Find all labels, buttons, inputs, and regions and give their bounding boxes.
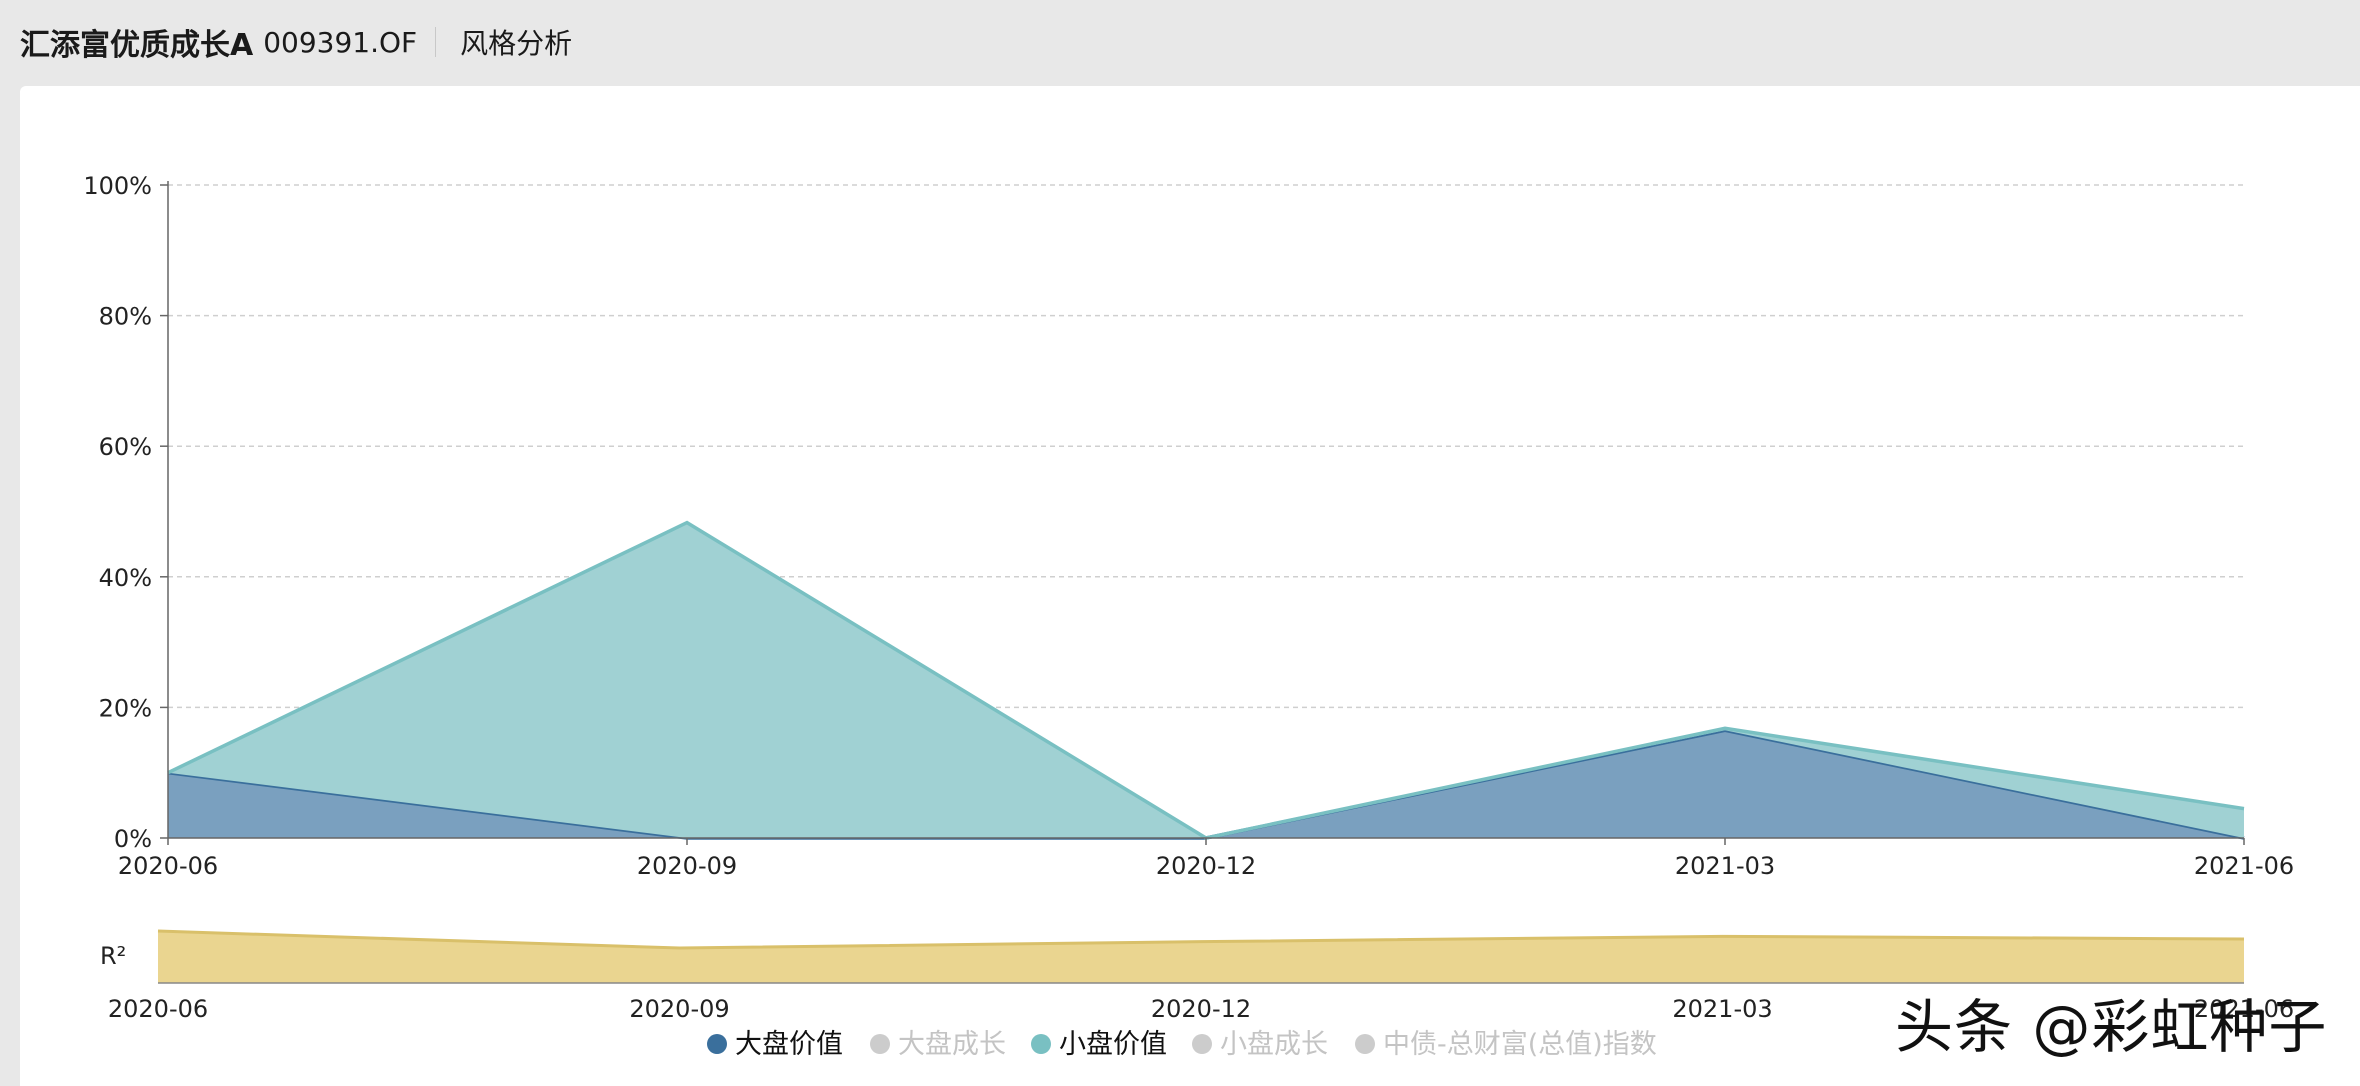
x-tick-label: 2020-06 (118, 852, 218, 880)
legend-marker-大盘价值[interactable] (707, 1034, 727, 1054)
y-tick-label: 40% (99, 564, 152, 592)
y-tick-label: 100% (83, 172, 152, 200)
r2-x-tick-label: 2021-03 (1672, 995, 1772, 1023)
legend-item-大盘价值[interactable]: 大盘价值 (735, 1029, 843, 1060)
r2-area (158, 931, 2244, 983)
legend-marker-小盘成长[interactable] (1192, 1034, 1212, 1054)
y-tick-label: 0% (114, 825, 152, 853)
r2-label: R² (100, 942, 126, 970)
r2-line (157, 929, 2245, 950)
watermark: 头条 @彩虹种子 (1895, 993, 2328, 1061)
area-小盘价值 (168, 522, 2244, 838)
x-tick-label: 2020-12 (1156, 852, 1256, 880)
y-tick-label: 20% (99, 694, 152, 722)
area-大盘价值 (168, 730, 2244, 838)
y-tick-label: 60% (99, 433, 152, 461)
x-tick-label: 2021-06 (2194, 852, 2294, 880)
r2-x-tick-label: 2020-12 (1151, 995, 1251, 1023)
legend-marker-大盘成长[interactable] (870, 1034, 890, 1054)
legend-item-大盘成长[interactable]: 大盘成长 (898, 1029, 1006, 1060)
fund-code: 009391.OF (263, 25, 418, 59)
r2-x-tick-label: 2020-06 (108, 995, 208, 1023)
legend-marker-中债-总财富(总值)指数[interactable] (1355, 1034, 1375, 1054)
legend-item-小盘价值[interactable]: 小盘价值 (1059, 1029, 1167, 1060)
r2-x-tick-label: 2020-09 (629, 995, 729, 1023)
chart-card (20, 86, 2360, 1086)
x-tick-label: 2020-09 (637, 852, 737, 880)
tab-style-analysis[interactable]: 风格分析 (460, 27, 573, 60)
legend-item-小盘成长[interactable]: 小盘成长 (1220, 1029, 1328, 1060)
y-tick-label: 80% (99, 303, 152, 331)
fund-name: 汇添富优质成长A (20, 28, 254, 63)
legend-marker-小盘价值[interactable] (1031, 1034, 1051, 1054)
legend-item-中债-总财富(总值)指数[interactable]: 中债-总财富(总值)指数 (1383, 1029, 1657, 1060)
header-divider (435, 27, 437, 57)
x-tick-label: 2021-03 (1675, 852, 1775, 880)
header-bar: 汇添富优质成长A 009391.OF 风格分析 (0, 0, 2360, 84)
r2-x-tick-label: 2021-06 (2194, 995, 2294, 1023)
